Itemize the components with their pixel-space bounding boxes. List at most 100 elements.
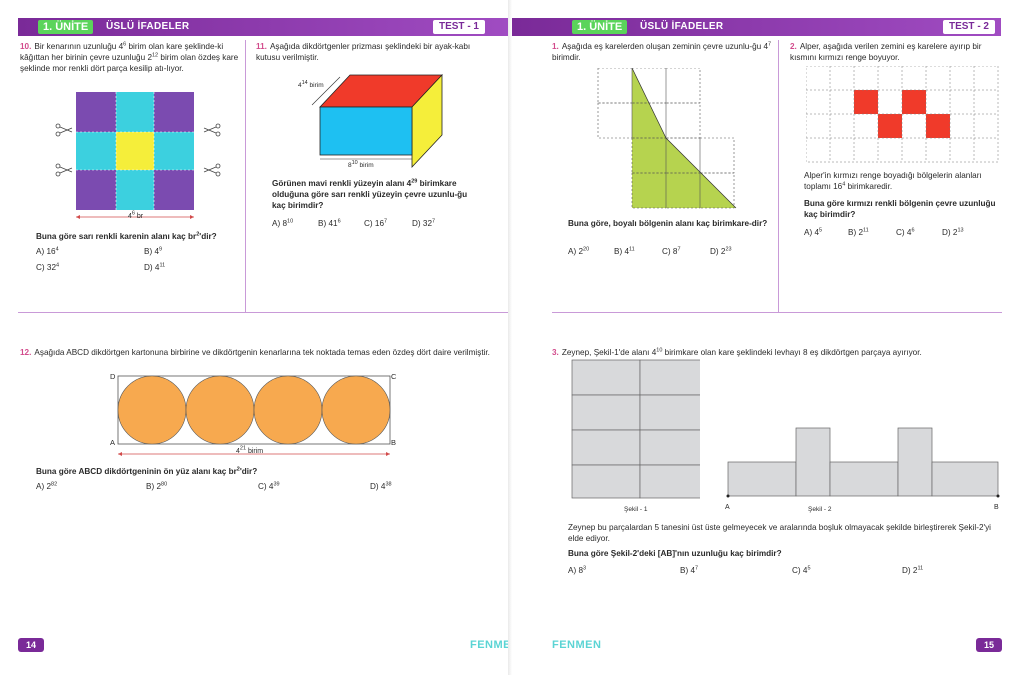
column-divider — [245, 40, 246, 312]
option-c[interactable]: C) 45 — [792, 565, 811, 575]
option-d[interactable]: D) 438 — [370, 481, 392, 491]
q3-figure-2 — [726, 427, 1000, 498]
question-text: Alper, aşağıda verilen zemini eş kareler… — [790, 42, 982, 62]
unit-pill: 1. ÜNİTE — [572, 20, 628, 34]
option-b[interactable]: B) 411 — [614, 246, 635, 256]
corner-a: A — [110, 438, 116, 447]
purple-corner-square — [76, 170, 116, 210]
plate-piece — [795, 427, 831, 497]
q12-dimension-label: 421 birim — [236, 445, 264, 455]
q3-question: Buna göre Şekil-2'deki [AB]'nın uzunluğu… — [568, 549, 782, 558]
q10-question: Buna göre sarı renkli karenin alanı kaç … — [36, 231, 217, 241]
plate-piece — [639, 464, 700, 499]
q10-dimension-label: 46 br — [128, 210, 144, 220]
red-cell — [926, 114, 950, 138]
fig1-label: Şekil - 1 — [624, 506, 648, 513]
q12-question: Buna göre ABCD dikdörtgeninin ön yüz ala… — [36, 466, 258, 476]
orange-circle — [253, 375, 323, 445]
question-text: Bir kenarının uzunluğu 46 birim olan kar… — [20, 41, 239, 73]
unit-pill: 1. ÜNİTE — [38, 20, 94, 34]
plate-piece — [829, 461, 899, 497]
cyan-cell — [154, 132, 194, 170]
q1-question: Buna göre, boyalı bölgenin alanı kaç bir… — [568, 219, 768, 228]
q2-question: Buna göre kırmızı renkli bölgenin çevre … — [804, 199, 996, 219]
q3-text2: Zeynep bu parçalardan 5 tanesini üst üst… — [568, 523, 991, 543]
point-a: A — [725, 504, 730, 511]
option-a[interactable]: A) 810 — [272, 218, 294, 228]
option-d[interactable]: D) 211 — [902, 565, 924, 575]
row-divider — [552, 312, 1002, 313]
cyan-cell — [116, 92, 154, 132]
question-12: 12. Aşağıda ABCD dikdörtgen kartonuna bir… — [20, 347, 490, 358]
test-tag: TEST - 1 — [432, 20, 485, 34]
q3-options: A) 83 B) 47 C) 45 D) 211 — [568, 566, 988, 580]
plate-piece — [639, 429, 700, 466]
question-text: Aşağıda dikdörtgenler prizması şeklindek… — [256, 42, 471, 62]
q11-options: A) 810 B) 416 C) 167 D) 327 — [272, 219, 482, 233]
blue-front-face — [319, 106, 413, 156]
plate-piece — [571, 394, 641, 431]
question-number: 2. — [790, 42, 797, 51]
option-c[interactable]: C) 167 — [364, 218, 388, 228]
q1-grid-figure — [597, 68, 737, 209]
question-number: 10. — [20, 42, 32, 51]
q11-bottom-label: 810 birim — [348, 159, 374, 169]
red-cell — [878, 114, 902, 138]
q10-square-figure — [55, 92, 221, 219]
option-b[interactable]: B) 211 — [848, 227, 869, 237]
question-number: 1. — [552, 42, 559, 51]
corner-c: C — [391, 372, 397, 381]
orange-circle — [117, 375, 187, 445]
option-d[interactable]: D) 223 — [710, 246, 732, 256]
question-1: 1. Aşağıda eş karelerden oluşan zeminin ç… — [552, 41, 774, 63]
option-a[interactable]: A) 83 — [568, 565, 587, 575]
option-a[interactable]: A) 282 — [36, 481, 58, 491]
q12-circles-figure — [117, 375, 391, 456]
plate-piece — [727, 461, 797, 497]
option-b[interactable]: B) 416 — [318, 218, 341, 228]
red-cell — [902, 90, 926, 114]
brand-logo: FENMEN — [552, 639, 602, 651]
option-c[interactable]: C) 87 — [662, 246, 681, 256]
option-a[interactable]: A) 45 — [804, 227, 823, 237]
page-header: 1. ÜNİTE ÜSLÜ İFADELER TEST - 1 — [18, 18, 511, 36]
option-d[interactable]: D) 327 — [412, 218, 436, 228]
question-number: 12. — [20, 348, 32, 357]
q11-top-label: 414 birim — [298, 79, 324, 89]
purple-corner-square — [76, 92, 116, 132]
plate-piece — [571, 359, 641, 396]
question-10: 10. Bir kenarının uzunluğu 46 birim olan … — [20, 41, 240, 74]
option-d[interactable]: D) 411 — [144, 262, 166, 272]
cyan-cell — [116, 170, 154, 210]
unit-title: ÜSLÜ İFADELER — [106, 21, 190, 32]
option-d[interactable]: D) 213 — [942, 227, 964, 237]
option-b[interactable]: B) 47 — [680, 565, 699, 575]
q2-grid-figure — [806, 66, 999, 163]
question-text: Aşağıda ABCD dikdörtgen kartonuna birbir… — [34, 348, 490, 357]
page-header: 1. ÜNİTE ÜSLÜ İFADELER TEST - 2 — [512, 18, 1001, 36]
option-a[interactable]: A) 220 — [568, 246, 590, 256]
point-b: B — [994, 504, 999, 511]
q11-question: Görünen mavi renkli yüzeyin alanı 429 bi… — [272, 178, 468, 210]
option-a[interactable]: A) 164 — [36, 246, 59, 256]
option-c[interactable]: C) 46 — [896, 227, 915, 237]
red-cell — [854, 90, 878, 114]
option-c[interactable]: C) 324 — [36, 262, 60, 272]
q2-info: Alper'in kırmızı renge boyadığı bölgeler… — [804, 171, 982, 191]
column-divider — [778, 40, 779, 312]
question-11: 11. Aşağıda dikdörtgenler prizması şeklin… — [256, 41, 478, 63]
row-divider — [18, 312, 508, 313]
option-b[interactable]: B) 49 — [144, 246, 163, 256]
q3-figure-1 — [571, 359, 700, 499]
left-page: 1. ÜNİTE ÜSLÜ İFADELER TEST - 1 10. Bir k… — [0, 0, 519, 675]
purple-corner-square — [154, 92, 194, 132]
yellow-square — [116, 132, 154, 170]
question-2: 2. Alper, aşağıda verilen zemini eş karel… — [790, 41, 1002, 63]
question-number: 11. — [256, 42, 267, 51]
plate-piece — [571, 464, 641, 499]
page-number: 15 — [976, 638, 1003, 652]
option-b[interactable]: B) 280 — [146, 481, 168, 491]
question-text: Aşağıda eş karelerden oluşan zeminin çev… — [552, 41, 772, 62]
option-c[interactable]: C) 439 — [258, 481, 280, 491]
q12-options: A) 282 B) 280 C) 439 D) 438 — [36, 482, 436, 496]
